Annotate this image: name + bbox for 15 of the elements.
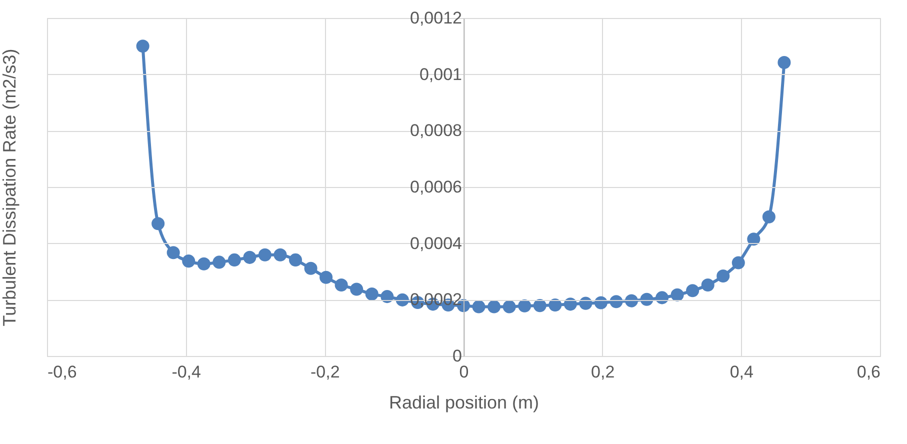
y-tick-label: 0,0004 <box>410 234 462 253</box>
y-tick-label: 0,0002 <box>410 290 462 310</box>
x-tick-label: -0,4 <box>172 362 201 382</box>
y-tick-label: 0 <box>452 346 462 366</box>
x-tick-label: -0,6 <box>48 362 77 382</box>
y-tick-label: 0,0008 <box>410 121 462 140</box>
y-tick-label: 0,0012 <box>410 8 462 28</box>
y-axis-title: Turbulent Dissipation Rate (m2/s3) <box>0 48 20 326</box>
x-axis-title: Radial position (m) <box>388 392 540 412</box>
y-tick-label: 0,0006 <box>410 178 462 196</box>
x-tick-label: -0,2 <box>310 362 340 382</box>
y-tick-label: 0,001 <box>419 64 462 84</box>
x-tick-label: 0,4 <box>730 362 754 382</box>
x-tick-label: 0,6 <box>856 362 880 382</box>
x-tick-label: 0,2 <box>591 362 615 382</box>
